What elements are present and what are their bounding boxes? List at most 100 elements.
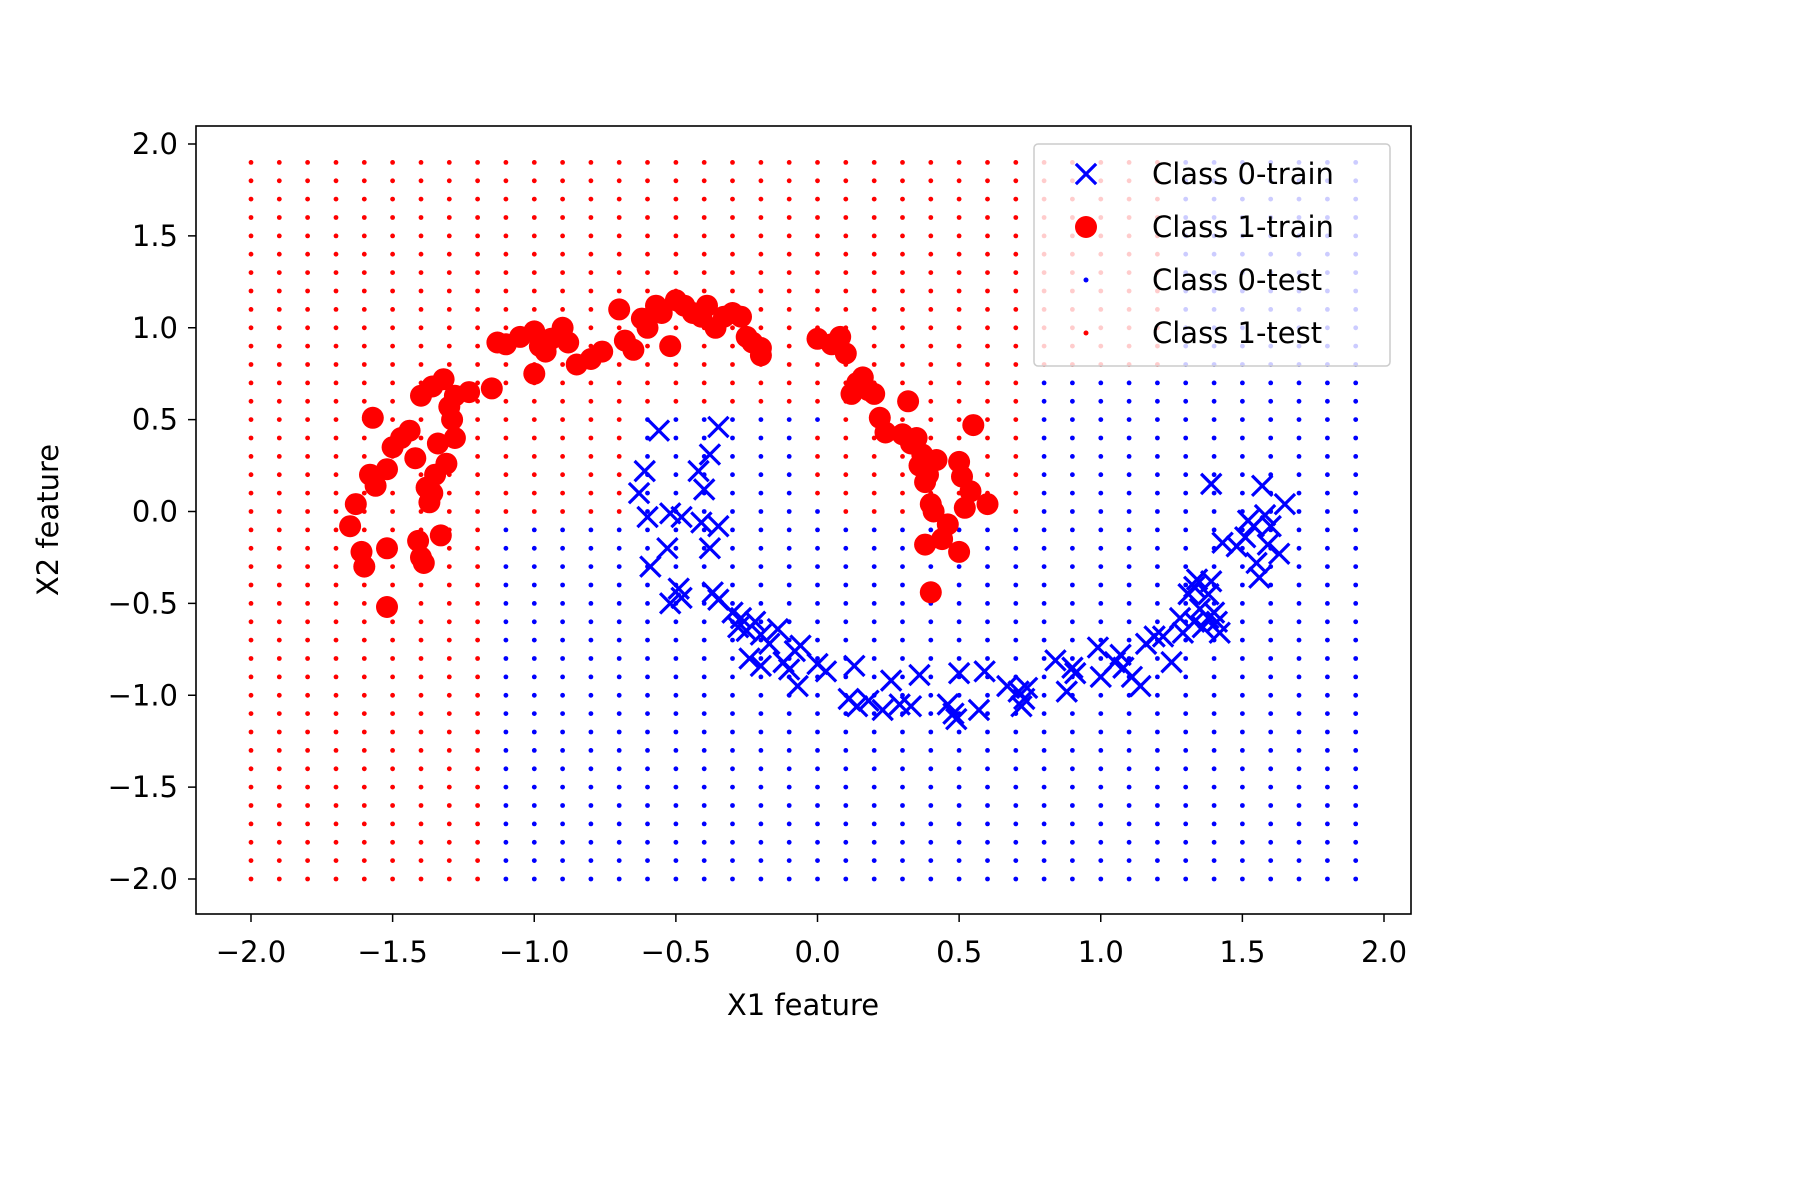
- train-point-class-0: [766, 617, 790, 641]
- test-point-class-0: [815, 876, 820, 882]
- test-point-class-1: [305, 472, 310, 478]
- test-point-class-1: [985, 270, 990, 275]
- test-point-class-0: [928, 766, 934, 772]
- test-point-class-0: [1070, 876, 1075, 882]
- train-point-class-0: [1055, 680, 1079, 703]
- test-point-class-0: [1013, 656, 1019, 661]
- test-point-class-1: [276, 766, 282, 772]
- test-point-class-1: [390, 803, 395, 808]
- test-point-class-1: [333, 674, 339, 680]
- test-point-class-0: [786, 748, 792, 753]
- test-point-class-0: [1183, 398, 1189, 404]
- test-point-class-0: [616, 564, 622, 569]
- test-point-class-0: [560, 839, 565, 845]
- test-point-class-0: [503, 637, 509, 643]
- test-point-class-1: [900, 472, 905, 478]
- test-point-class-1: [531, 490, 537, 496]
- test-point-class-1: [248, 233, 254, 239]
- test-point-class-1: [1013, 233, 1019, 239]
- test-point-class-0: [560, 876, 565, 882]
- test-point-class-1: [786, 343, 792, 349]
- test-point-class-0: [1070, 490, 1075, 496]
- test-point-class-0: [503, 564, 509, 569]
- test-point-class-0: [560, 601, 565, 606]
- test-point-class-1: [361, 454, 367, 459]
- train-point-class-0: [1061, 656, 1084, 679]
- test-point-class-1: [418, 821, 424, 827]
- train-point-class-1: [376, 596, 398, 618]
- test-point-class-1: [361, 876, 367, 882]
- test-point-class-1: [446, 784, 452, 790]
- test-point-class-0: [956, 582, 962, 588]
- test-point-class-0: [928, 656, 934, 661]
- test-point-class-1: [956, 251, 962, 257]
- test-point-class-1: [956, 343, 962, 349]
- train-point-class-1: [398, 419, 421, 442]
- test-point-class-1: [956, 398, 962, 404]
- test-point-class-0: [758, 821, 764, 827]
- test-point-class-0: [645, 490, 650, 496]
- test-point-class-0: [1325, 398, 1330, 404]
- test-point-class-0: [1240, 417, 1245, 422]
- test-point-class-1: [956, 417, 962, 422]
- test-point-class-0: [928, 692, 934, 698]
- test-point-class-1: [446, 251, 452, 257]
- train-point-class-1: [829, 325, 852, 348]
- test-point-class-0: [1268, 417, 1274, 422]
- test-point-class-1: [503, 380, 509, 386]
- test-point-class-0: [1155, 839, 1160, 845]
- test-point-class-1: [815, 380, 820, 386]
- test-point-class-1: [900, 233, 905, 239]
- test-point-class-0: [1041, 784, 1047, 790]
- test-point-class-0: [1353, 545, 1359, 551]
- test-point-class-0: [1041, 821, 1047, 827]
- test-point-class-0: [871, 601, 877, 606]
- test-point-class-0: [843, 803, 849, 808]
- test-point-class-1: [276, 748, 282, 753]
- test-point-class-1: [475, 509, 480, 514]
- test-point-class-0: [1183, 876, 1189, 882]
- train-point-class-0: [692, 478, 716, 501]
- test-point-class-1: [361, 288, 367, 294]
- train-point-class-0: [658, 502, 682, 525]
- test-point-class-1: [588, 233, 594, 239]
- test-point-class-1: [560, 398, 565, 404]
- test-point-class-0: [730, 729, 735, 735]
- test-point-class-1: [928, 160, 934, 165]
- y-tick-label: 0.0: [132, 495, 178, 529]
- test-point-class-1: [418, 160, 424, 165]
- y-tick-label: 1.5: [132, 219, 178, 253]
- test-point-class-0: [560, 766, 565, 772]
- test-point-class-1: [248, 637, 254, 643]
- test-point-class-0: [1296, 509, 1302, 514]
- test-point-class-0: [588, 748, 594, 753]
- train-point-class-0: [670, 505, 693, 529]
- test-point-class-0: [1325, 692, 1330, 698]
- test-point-class-0: [1325, 803, 1330, 808]
- test-point-class-1: [333, 637, 339, 643]
- test-point-class-1: [985, 251, 990, 257]
- test-point-class-1: [248, 435, 254, 441]
- y-tick-label: 2.0: [132, 127, 178, 161]
- test-point-class-0: [645, 766, 650, 772]
- train-point-class-0: [1242, 514, 1265, 538]
- test-point-class-0: [1296, 784, 1302, 790]
- test-point-class-1: [446, 858, 452, 863]
- test-point-class-1: [871, 288, 877, 294]
- train-point-class-1: [557, 331, 580, 354]
- test-point-class-0: [900, 582, 905, 588]
- test-point-class-0: [758, 582, 764, 588]
- test-point-class-1: [758, 398, 764, 404]
- test-point-class-0: [1098, 601, 1104, 606]
- test-point-class-1: [956, 362, 962, 367]
- test-point-class-0: [928, 839, 934, 845]
- test-point-class-0: [1268, 876, 1274, 882]
- test-point-class-0: [588, 527, 594, 533]
- test-point-class-1: [616, 398, 622, 404]
- test-point-class-0: [531, 674, 537, 680]
- test-point-class-1: [390, 656, 395, 661]
- test-point-class-1: [446, 564, 452, 569]
- test-point-class-0: [1098, 766, 1104, 772]
- test-point-class-0: [1211, 509, 1217, 514]
- test-point-class-1: [560, 417, 565, 422]
